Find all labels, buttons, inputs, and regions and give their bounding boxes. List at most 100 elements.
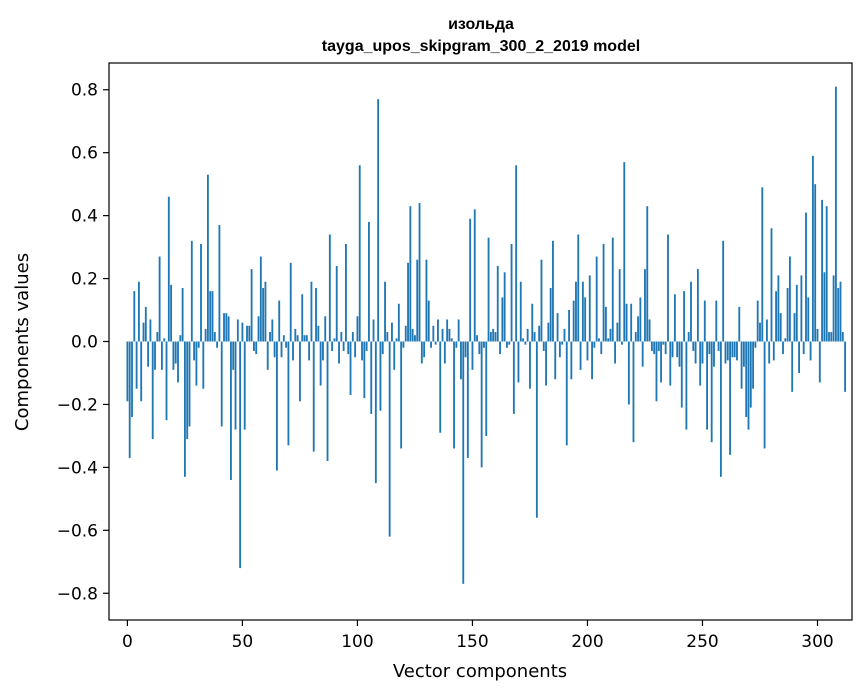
- bar: [777, 275, 780, 342]
- bar: [713, 341, 715, 367]
- bar: [770, 228, 773, 342]
- bar: [197, 341, 200, 348]
- bar: [331, 341, 334, 351]
- bar: [554, 341, 557, 380]
- bar: [315, 288, 317, 342]
- bar: [400, 341, 403, 449]
- bar: [434, 341, 437, 345]
- bar: [726, 341, 729, 361]
- bar: [220, 341, 223, 427]
- bar: [404, 325, 407, 342]
- bar: [765, 319, 768, 342]
- bar: [630, 303, 633, 342]
- bar: [600, 341, 603, 355]
- bar: [683, 291, 685, 342]
- bar: [349, 341, 352, 395]
- bar: [200, 243, 202, 342]
- bar: [802, 341, 805, 355]
- bar: [253, 341, 255, 351]
- bar: [473, 209, 476, 342]
- bar: [333, 338, 336, 342]
- bar: [510, 243, 513, 342]
- bar: [694, 341, 697, 364]
- bar: [717, 341, 720, 351]
- bar: [673, 294, 676, 342]
- bar: [487, 237, 490, 342]
- bar: [218, 225, 221, 342]
- bar: [837, 288, 840, 342]
- bar: [188, 341, 191, 427]
- bar: [791, 341, 794, 392]
- bar: [708, 341, 711, 355]
- bar: [213, 332, 216, 342]
- bar: [165, 341, 168, 421]
- bar: [377, 99, 380, 342]
- x-tick-label: 200: [571, 632, 603, 652]
- bar: [227, 316, 230, 342]
- bar: [759, 322, 761, 342]
- bar: [731, 341, 734, 358]
- bar: [664, 341, 667, 355]
- bar: [147, 341, 150, 367]
- x-tick-label: 100: [341, 632, 373, 652]
- bar: [703, 300, 706, 342]
- bar: [425, 259, 428, 342]
- bar: [722, 240, 725, 342]
- bar: [637, 316, 639, 342]
- bar: [131, 341, 133, 418]
- bar: [756, 300, 759, 342]
- bar: [655, 341, 658, 402]
- bar: [669, 341, 672, 386]
- bar: [450, 338, 453, 342]
- bar: [538, 325, 541, 342]
- bar: [262, 288, 265, 342]
- bar: [529, 341, 531, 389]
- y-tick-label: −0.8: [57, 584, 98, 604]
- bar: [183, 341, 186, 477]
- bar: [687, 332, 690, 342]
- bar: [540, 259, 543, 342]
- bar: [457, 319, 460, 342]
- bar: [409, 206, 412, 342]
- bar: [830, 332, 833, 342]
- bar: [301, 294, 304, 342]
- bar: [492, 328, 495, 342]
- bar: [772, 341, 775, 361]
- bar: [294, 328, 297, 342]
- bar: [345, 243, 347, 342]
- bar: [276, 341, 278, 471]
- bar: [257, 316, 260, 342]
- bar: [577, 234, 580, 342]
- bar: [328, 234, 331, 342]
- bar: [289, 262, 292, 342]
- bar: [653, 341, 656, 355]
- plot-frame: [108, 62, 853, 621]
- bar: [607, 338, 610, 342]
- bar: [163, 338, 166, 342]
- bar: [172, 341, 175, 370]
- bar: [193, 341, 196, 361]
- bar: [133, 291, 136, 342]
- bar: [784, 338, 787, 342]
- bar: [372, 319, 375, 342]
- bar: [811, 155, 814, 342]
- bar: [729, 341, 731, 455]
- bar: [280, 341, 283, 358]
- bar: [395, 338, 398, 342]
- bar: [715, 300, 718, 342]
- bar: [549, 288, 552, 342]
- bar: [738, 306, 741, 342]
- bar: [126, 341, 129, 402]
- bar: [598, 338, 600, 342]
- bar: [303, 335, 306, 342]
- bar: [195, 341, 198, 386]
- x-tick-label: 50: [232, 632, 254, 652]
- bar: [319, 341, 322, 386]
- chart-title: изольда: [448, 16, 514, 33]
- bar: [662, 341, 665, 345]
- bar: [522, 338, 524, 342]
- bar: [515, 165, 518, 342]
- bar: [140, 341, 143, 402]
- bar: [545, 341, 547, 386]
- bar: [393, 341, 396, 370]
